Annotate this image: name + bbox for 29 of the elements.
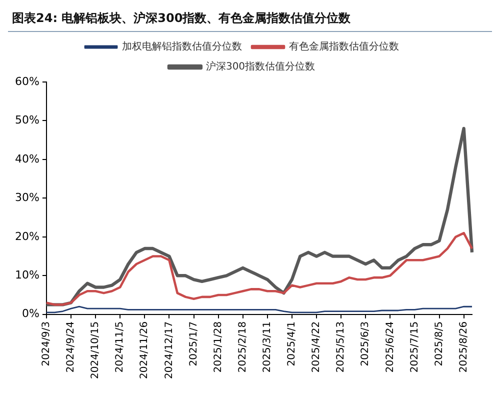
x-tick-label: 2024/11/5 [114,321,126,373]
y-tick-label: 0% [22,307,40,320]
x-tick-label: 2024/11/26 [139,321,150,380]
y-tick-label: 20% [14,230,40,243]
x-tick-label: 2025/3/11 [262,321,273,373]
x-tick-label: 2024/9/24 [66,321,77,373]
x-tick-label: 2025/2/18 [237,321,248,373]
y-tick-label: 40% [14,152,40,166]
x-tick-label: 2025/8/26 [458,321,470,373]
y-tick-label: 50% [14,114,40,127]
x-tick-label: 2025/6/24 [384,321,396,373]
y-tick-label: 60% [14,74,40,88]
chart-title: 图表24: 电解铝板块、沪深300指数、有色金属指数估值分位数 [8,8,492,32]
x-tick-label: 2025/1/28 [212,321,224,373]
x-tick-label: 2024/9/3 [41,321,52,366]
legend-label: 有色金属指数估值分位数 [289,40,399,53]
legend-label: 沪深300指数估值分位数 [206,60,316,73]
x-tick-label: 2025/6/3 [360,321,372,366]
x-tick-label: 2025/4/22 [311,321,322,373]
legend-label: 加权电解铝指数估值分位数 [122,40,242,53]
x-tick-label: 2024/10/15 [90,321,102,380]
x-tick-label: 2024/12/17 [164,321,175,380]
x-tick-label: 2025/1/7 [188,321,200,366]
x-tick-label: 2025/7/15 [409,321,420,373]
x-tick-label: 2025/8/5 [434,321,445,366]
x-tick-label: 2025/5/13 [336,321,347,373]
x-tick-label: 2025/4/1 [286,321,298,366]
y-tick-label: 30% [14,191,40,204]
y-tick-label: 10% [14,268,40,282]
